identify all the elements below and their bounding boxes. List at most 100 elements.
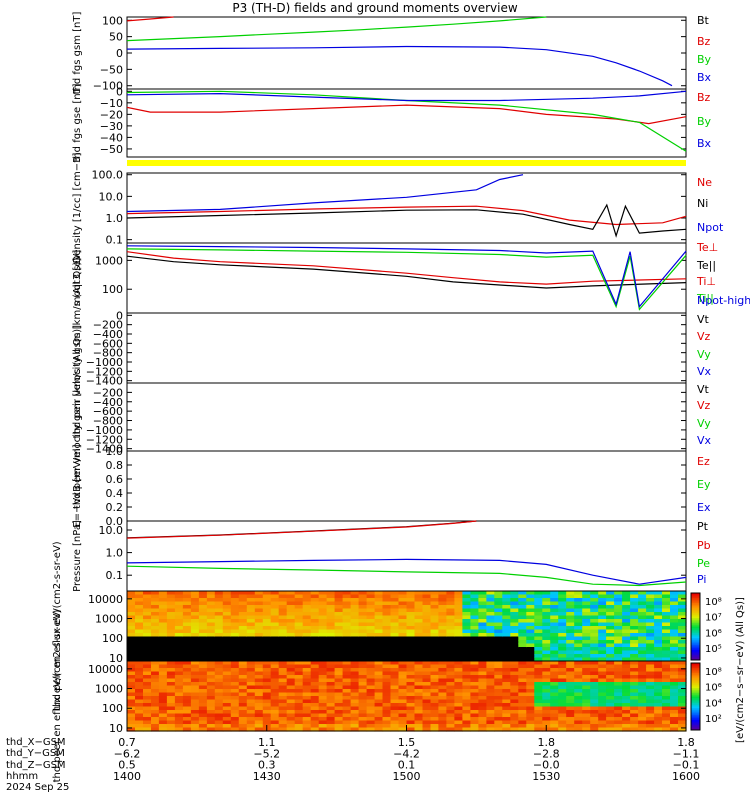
heatmap-cell (158, 706, 168, 711)
date-label: 2024 Sep 25 (6, 782, 70, 794)
heatmap-cell (398, 626, 408, 631)
heatmap-cell (654, 692, 663, 697)
heatmap-cell (582, 720, 591, 725)
heatmap-cell (566, 685, 575, 690)
y-tick-label: −800 (93, 415, 123, 428)
heatmap-cell (143, 612, 152, 617)
heatmap-cell (135, 650, 144, 655)
heatmap-cell (558, 675, 567, 680)
colorbar-cell (691, 631, 700, 634)
heatmap-cell (678, 664, 687, 669)
heatmap-cell (318, 647, 328, 652)
heatmap-cell (486, 591, 495, 596)
heatmap-cell (518, 703, 527, 708)
heatmap-cell (550, 601, 559, 606)
colorbar-cell (691, 608, 700, 611)
heatmap-cell (550, 650, 559, 655)
heatmap-cell (246, 706, 256, 711)
heatmap-cell (598, 664, 607, 669)
heatmap-cell (366, 615, 376, 620)
heatmap-cell (454, 650, 463, 655)
heatmap-cell (646, 661, 655, 666)
heatmap-cell (678, 675, 687, 680)
y-gsm-row-label: thd_Y−GSM (6, 748, 65, 760)
heatmap-cell (127, 594, 136, 599)
heatmap-cell (430, 601, 440, 606)
panel-frame (126, 16, 687, 90)
heatmap-cell (127, 692, 136, 697)
heatmap-cell (238, 699, 248, 704)
heatmap-cell (246, 619, 256, 624)
colorbar-cell (691, 711, 700, 714)
heatmap-cell (590, 685, 599, 690)
heatmap-cell (590, 633, 599, 638)
heatmap-cell (382, 615, 392, 620)
heatmap-cell (198, 608, 208, 613)
colorbar-cell (691, 655, 700, 658)
heatmap-cell (510, 598, 519, 603)
heatmap-cell (622, 710, 631, 715)
heatmap-cell (422, 647, 432, 652)
heatmap-cell (350, 650, 360, 655)
heatmap-cell (670, 671, 679, 676)
heatmap-cell (230, 685, 240, 690)
heatmap-cell (446, 661, 455, 666)
heatmap-cell (326, 622, 336, 627)
heatmap-cell (654, 689, 663, 694)
heatmap-cell (438, 720, 447, 725)
heatmap-cell (638, 703, 647, 708)
heatmap-cell (406, 594, 416, 599)
heatmap-cell (254, 640, 264, 645)
heatmap-cell (662, 710, 671, 715)
heatmap-cell (358, 710, 368, 715)
y-tick-label: 1.0 (106, 547, 124, 560)
heatmap-cell (526, 668, 535, 673)
colorbar-cell (691, 619, 700, 622)
heatmap-cell (302, 668, 312, 673)
heatmap-cell (542, 713, 551, 718)
heatmap-cell (470, 647, 479, 652)
heatmap-cell (446, 647, 455, 652)
heatmap-cell (590, 668, 599, 673)
heatmap-cell (206, 668, 216, 673)
heatmap-cell (614, 685, 623, 690)
heatmap-cell (326, 682, 336, 687)
colorbar-cell (691, 671, 700, 674)
heatmap-cell (382, 591, 392, 596)
heatmap-cell (254, 689, 264, 694)
heatmap-cell (278, 594, 288, 599)
x-tick-label: −5.2 (253, 747, 280, 760)
heatmap-cell (486, 633, 495, 638)
heatmap-cell (262, 636, 272, 641)
heatmap-cell (646, 591, 655, 596)
heatmap-cell (486, 636, 495, 641)
heatmap-cell (558, 605, 567, 610)
heatmap-cell (374, 615, 384, 620)
heatmap-cell (606, 661, 615, 666)
heatmap-cell (326, 608, 336, 613)
heatmap-cell (166, 591, 176, 596)
heatmap-cell (678, 657, 687, 662)
heatmap-cell (230, 629, 240, 634)
heatmap-cell (206, 710, 216, 715)
heatmap-cell (270, 633, 280, 638)
heatmap-cell (534, 713, 543, 718)
heatmap-cell (678, 668, 687, 673)
heatmap-cell (422, 622, 432, 627)
heatmap-cell (318, 633, 328, 638)
y-tick-label: −200 (93, 319, 123, 332)
heatmap-cell (622, 647, 631, 652)
heatmap-cell (222, 598, 232, 603)
heatmap-cell (422, 594, 432, 599)
heatmap-cell (502, 636, 511, 641)
heatmap-cell (198, 640, 208, 645)
y-tick-label: −400 (93, 328, 123, 341)
heatmap-cell (446, 692, 455, 697)
heatmap-cell (254, 619, 264, 624)
heatmap-cell (478, 696, 487, 701)
heatmap-cell (286, 612, 296, 617)
heatmap-cell (590, 619, 599, 624)
colorbar-cell (691, 596, 700, 599)
legend-label: Te⊥ (696, 241, 718, 254)
